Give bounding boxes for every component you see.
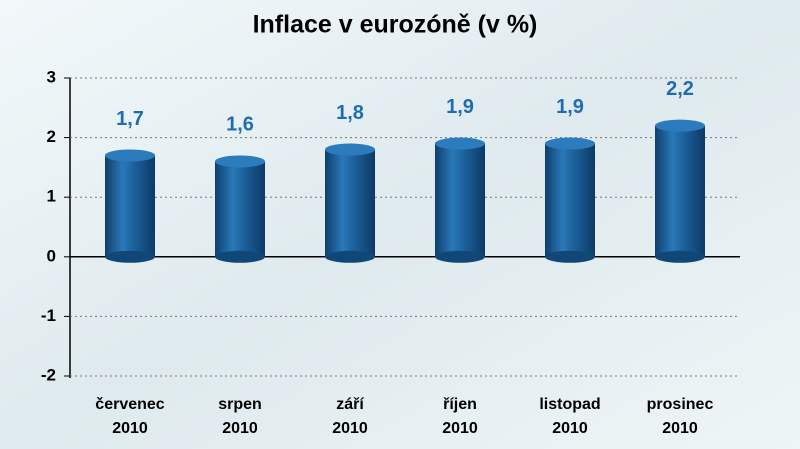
x-tick-label: prosinec 2010 xyxy=(647,396,714,437)
bar-body xyxy=(435,143,485,257)
bar-bottom xyxy=(545,250,595,263)
bar-top xyxy=(545,137,595,150)
bar-bottom xyxy=(215,250,265,263)
bar-body xyxy=(655,125,705,257)
y-tick-label: 1 xyxy=(47,187,56,206)
bar-body xyxy=(325,149,375,257)
bar-body xyxy=(105,155,155,257)
bar-top xyxy=(215,155,265,168)
x-tick-label: říjen 2010 xyxy=(442,396,478,437)
value-label: 2,2 xyxy=(666,78,694,100)
value-label: 1,8 xyxy=(336,102,364,124)
bar-body xyxy=(215,161,265,257)
value-label: 1,9 xyxy=(556,96,584,118)
bar-top xyxy=(655,119,705,132)
y-tick-label: 3 xyxy=(47,67,56,86)
bar-bottom xyxy=(325,250,375,263)
bar-top xyxy=(105,149,155,162)
value-label: 1,6 xyxy=(226,114,254,136)
y-tick-label: 2 xyxy=(47,127,56,146)
x-tick-label: září 2010 xyxy=(332,396,368,437)
bar xyxy=(545,137,595,263)
bar xyxy=(215,155,265,263)
x-tick-label: listopad 2010 xyxy=(539,396,600,437)
bar xyxy=(325,143,375,263)
y-tick-label: -1 xyxy=(41,306,56,325)
x-tick-label: červenec 2010 xyxy=(95,396,164,437)
bar-top xyxy=(435,137,485,150)
bar xyxy=(655,119,705,263)
x-tick-label: srpen 2010 xyxy=(218,396,262,437)
bar xyxy=(435,137,485,263)
bar-bottom xyxy=(435,250,485,263)
bar-top xyxy=(325,143,375,156)
bar xyxy=(105,149,155,263)
bar-bottom xyxy=(105,250,155,263)
value-label: 1,7 xyxy=(116,108,144,130)
y-tick-label: -2 xyxy=(41,365,56,384)
y-tick-label: 0 xyxy=(47,246,56,265)
bar-bottom xyxy=(655,250,705,263)
value-label: 1,9 xyxy=(446,96,474,118)
chart-title: Inflace v eurozóně (v %) xyxy=(253,11,538,39)
bar-body xyxy=(545,143,595,257)
